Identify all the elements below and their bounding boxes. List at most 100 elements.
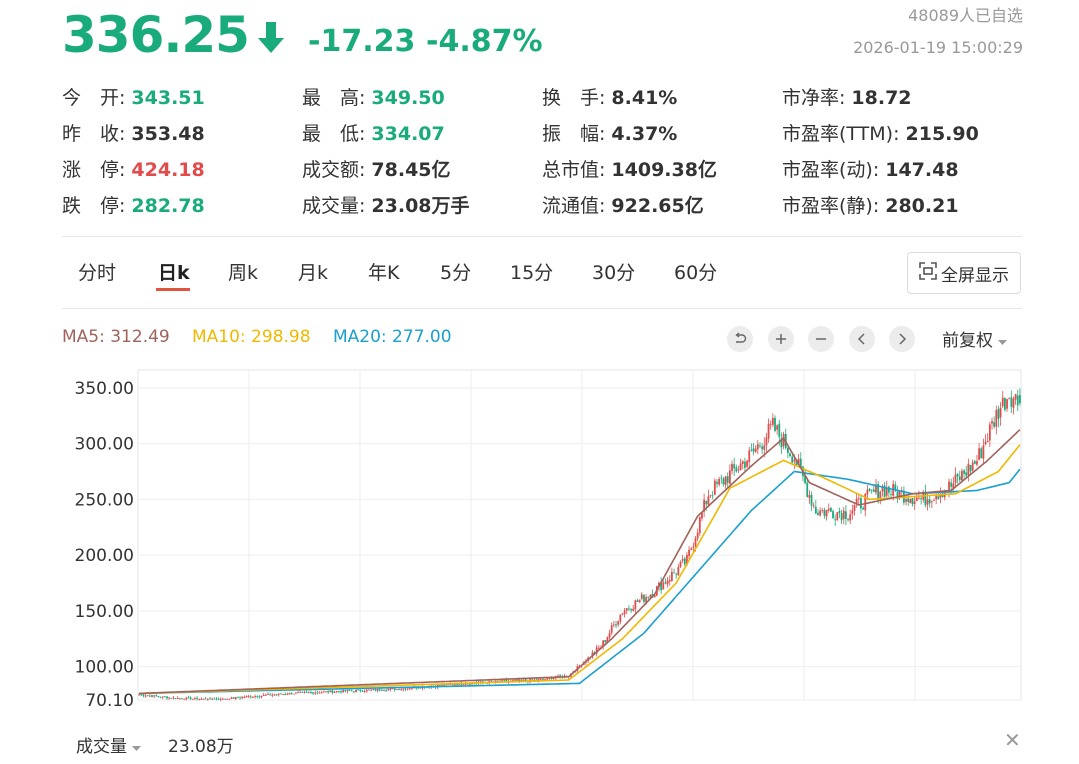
candlestick <box>170 697 173 699</box>
zoom-in-button[interactable] <box>768 326 794 352</box>
scroll-right-button[interactable] <box>889 326 915 352</box>
candlestick <box>984 434 987 446</box>
candlestick <box>275 694 278 697</box>
y-tick-label: 70.10 <box>85 691 134 710</box>
undo-icon <box>735 332 747 343</box>
candlestick <box>666 576 669 588</box>
candlestick <box>1012 396 1015 415</box>
tab-intraday[interactable]: 分时 <box>78 262 117 284</box>
candlestick <box>385 688 388 693</box>
tab-yearly[interactable]: 年K <box>368 262 400 284</box>
candlestick <box>327 689 330 694</box>
candlestick <box>312 692 314 696</box>
candlestick <box>690 547 693 551</box>
candlestick <box>395 688 398 691</box>
reset-button[interactable] <box>727 326 753 352</box>
tab-60min[interactable]: 60分 <box>674 262 718 284</box>
candlestick <box>619 614 622 625</box>
candlestick <box>355 688 357 693</box>
candlestick <box>346 689 349 694</box>
candlestick <box>995 405 998 435</box>
candlestick <box>857 494 860 504</box>
candlestick <box>140 694 143 697</box>
candlestick <box>303 690 306 694</box>
candlestick <box>608 629 611 640</box>
kline-chart[interactable]: 350.00 300.00 250.00 200.00 150.00 100.00 70.1… <box>0 360 1079 711</box>
candlestick <box>879 490 882 505</box>
candlestick <box>735 464 738 473</box>
candlestick <box>913 496 916 510</box>
candlestick <box>845 505 847 526</box>
candlestick <box>241 695 244 700</box>
candlestick <box>267 692 269 696</box>
candlestick <box>239 695 241 700</box>
stat-pb: 市净率: 18.72 <box>782 87 912 109</box>
scroll-left-button[interactable] <box>849 326 875 352</box>
candlestick <box>271 693 274 698</box>
candlestick <box>823 507 826 519</box>
candlestick <box>191 698 194 700</box>
candlestick <box>398 688 400 691</box>
candlestick <box>728 464 731 485</box>
candlestick <box>621 612 624 616</box>
candlestick <box>640 592 643 601</box>
candlestick <box>279 693 282 695</box>
candlestick <box>649 594 652 598</box>
candlestick <box>993 416 996 429</box>
candlestick <box>314 690 317 695</box>
candlestick <box>696 528 699 542</box>
candlestick <box>741 460 744 470</box>
candlestick <box>868 487 871 492</box>
close-icon[interactable]: ✕ <box>1004 728 1021 752</box>
candlestick <box>215 697 218 701</box>
candlestick <box>862 506 864 510</box>
candlestick <box>256 695 259 699</box>
volume-label: 成交量 <box>76 737 127 757</box>
candlestick <box>810 491 813 511</box>
candlestick <box>958 470 961 483</box>
candlestick <box>370 689 373 692</box>
candlestick <box>273 693 276 696</box>
adjust-select[interactable]: 前复权 <box>942 326 1008 351</box>
zoom-out-button[interactable] <box>808 326 834 352</box>
candlestick <box>359 689 362 693</box>
fullscreen-button[interactable]: 全屏显示 <box>907 252 1021 294</box>
candlestick <box>322 690 325 693</box>
tab-monthly[interactable]: 月k <box>298 262 329 284</box>
tab-5min[interactable]: 5分 <box>440 262 472 284</box>
candlestick <box>670 567 673 582</box>
candlestick <box>249 694 252 699</box>
candlestick <box>389 688 392 692</box>
tab-weekly[interactable]: 周k <box>228 262 259 284</box>
candlestick <box>761 443 764 454</box>
tab-daily[interactable]: 日k <box>158 262 190 284</box>
candlestick <box>183 698 186 700</box>
candlestick <box>232 696 235 699</box>
stat-amplitude: 振 幅: 4.37% <box>542 123 678 145</box>
candlestick <box>539 678 542 681</box>
candlestick <box>774 415 776 433</box>
current-price: 336.25 <box>62 6 250 64</box>
candlestick <box>724 475 727 489</box>
candlestick <box>166 696 168 700</box>
candlestick <box>297 690 299 694</box>
tab-30min[interactable]: 30分 <box>592 262 636 284</box>
ma10-legend: MA10: 298.98 <box>192 327 311 347</box>
candlestick <box>840 509 843 524</box>
candlestick <box>157 695 160 698</box>
candlestick <box>847 518 849 522</box>
volume-select[interactable]: 成交量 <box>76 732 142 757</box>
candlestick <box>733 457 736 476</box>
candlestick <box>202 698 205 700</box>
candlestick <box>226 698 229 700</box>
tab-15min[interactable]: 15分 <box>510 262 554 284</box>
candlestick <box>318 691 321 694</box>
candlestick <box>827 503 830 513</box>
candlestick <box>286 692 289 695</box>
candlestick <box>1001 391 1004 408</box>
candlestick <box>643 593 645 604</box>
y-tick-label: 200.00 <box>75 546 134 566</box>
candlestick <box>662 578 665 590</box>
candlestick <box>597 645 600 650</box>
chevron-right-icon <box>899 333 907 345</box>
